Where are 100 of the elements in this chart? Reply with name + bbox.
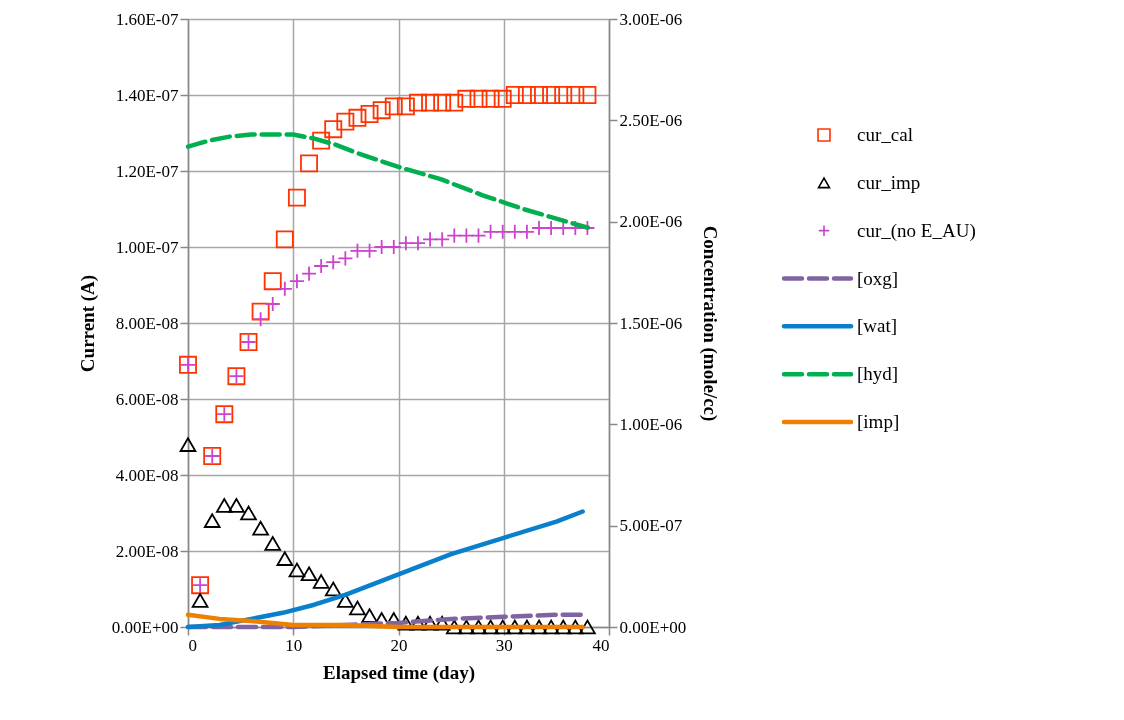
point xyxy=(275,230,294,249)
y2-tick-label: 2.00E-06 xyxy=(619,212,683,232)
line-series xyxy=(185,612,585,630)
point xyxy=(216,498,233,513)
point xyxy=(530,619,548,635)
legend-label: cur_imp xyxy=(857,171,921,193)
y2-tick-label: 1.00E-06 xyxy=(619,414,683,434)
point xyxy=(518,223,535,240)
point xyxy=(301,265,318,282)
y-tick-label: 8.00E-08 xyxy=(115,313,179,333)
point xyxy=(276,280,293,297)
legend-label: [oxg] xyxy=(857,267,899,289)
y2-axis-title: Concentration (mole/cc) xyxy=(699,225,722,422)
point xyxy=(203,513,221,528)
point xyxy=(263,272,282,291)
point xyxy=(410,235,426,252)
point xyxy=(312,574,330,589)
y-tick-label: 6.00E-08 xyxy=(115,389,179,409)
point xyxy=(493,89,512,108)
point xyxy=(264,296,281,312)
point xyxy=(372,101,391,120)
point xyxy=(264,536,282,551)
line-series xyxy=(185,509,585,630)
point xyxy=(482,223,499,240)
point xyxy=(312,131,331,150)
y-tick-label: 1.20E-07 xyxy=(115,161,179,181)
point xyxy=(518,619,536,635)
point xyxy=(506,619,524,635)
point xyxy=(542,86,561,104)
x-tick-label: 10 xyxy=(285,635,303,655)
legend-label: [imp] xyxy=(857,411,900,432)
point xyxy=(396,97,415,116)
point xyxy=(554,619,572,635)
y2-tick-label: 5.00E-07 xyxy=(619,516,683,536)
x-axis-title: Elapsed time (day) xyxy=(323,661,475,684)
point xyxy=(566,86,585,104)
point xyxy=(567,619,584,635)
y2-tick-label: 2.50E-06 xyxy=(619,110,683,130)
point xyxy=(361,242,378,259)
point xyxy=(288,562,306,578)
point xyxy=(421,93,440,112)
point xyxy=(470,227,487,244)
point xyxy=(469,89,488,108)
legend-label: cur_(no E_AU) xyxy=(857,219,976,242)
point xyxy=(287,188,306,207)
y2-tick-label: 0.00E+00 xyxy=(619,617,687,637)
y-tick-label: 1.40E-07 xyxy=(115,85,179,105)
point xyxy=(349,600,366,616)
point xyxy=(506,223,523,240)
y-tick-label: 4.00E-08 xyxy=(115,465,179,485)
point xyxy=(482,619,499,635)
point xyxy=(434,231,451,248)
point xyxy=(530,86,548,104)
y-tick-label: 2.00E-08 xyxy=(115,541,179,561)
point xyxy=(337,250,354,267)
point xyxy=(505,86,524,104)
point xyxy=(494,619,512,635)
point xyxy=(458,619,475,635)
point xyxy=(445,619,463,635)
point xyxy=(433,93,452,112)
point xyxy=(325,254,342,271)
point xyxy=(300,566,318,582)
y-axis-title: Current (A) xyxy=(76,274,99,373)
point xyxy=(252,311,269,328)
y-tick-label: 1.60E-07 xyxy=(115,9,179,29)
x-tick-label: 40 xyxy=(592,635,610,655)
legend-label: cur_cal xyxy=(857,124,913,145)
line-series xyxy=(185,132,591,230)
x-tick-label: 0 xyxy=(188,635,197,655)
point xyxy=(384,97,403,116)
point xyxy=(288,273,305,290)
point xyxy=(313,258,330,274)
point xyxy=(240,505,257,521)
point xyxy=(579,619,596,635)
point xyxy=(324,120,343,139)
point xyxy=(360,105,379,123)
y-tick-label: 1.00E-07 xyxy=(115,237,179,257)
point xyxy=(276,551,294,566)
point xyxy=(494,223,511,240)
point xyxy=(397,235,414,252)
point xyxy=(361,608,378,623)
point xyxy=(470,619,487,635)
y2-tick-label: 3.00E-06 xyxy=(619,9,683,29)
y-tick-label: 0.00E+00 xyxy=(111,617,179,637)
y2-tick-label: 1.50E-06 xyxy=(619,313,683,333)
point xyxy=(348,108,367,127)
x-tick-label: 20 xyxy=(390,635,408,655)
point xyxy=(578,86,597,104)
point xyxy=(251,302,270,321)
point xyxy=(531,220,547,236)
point xyxy=(481,89,500,108)
point xyxy=(554,86,573,104)
legend-label: [wat] xyxy=(857,315,898,337)
point xyxy=(542,619,560,635)
point xyxy=(409,93,427,112)
point xyxy=(445,93,464,112)
point xyxy=(228,498,245,513)
point xyxy=(191,593,209,608)
point xyxy=(300,154,318,173)
legend-label: [hyd] xyxy=(857,363,899,385)
